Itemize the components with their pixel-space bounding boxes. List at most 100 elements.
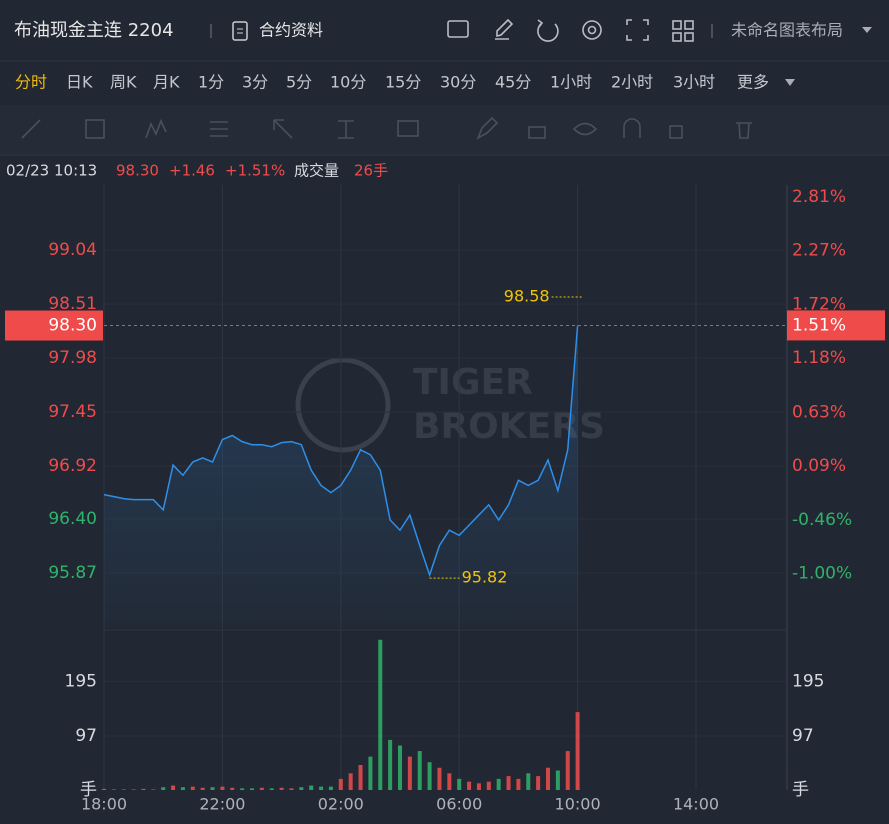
undo-icon[interactable] [537,19,559,42]
volume-bar [368,756,373,790]
volume-bar [526,773,531,790]
header-icons [447,18,694,42]
volume-bar [338,778,343,790]
volume-bar [131,789,136,790]
quote-change-pct: +1.51% [225,162,285,180]
timeframe-tab[interactable]: 10分 [330,73,366,92]
timeframe-tabs: 分时 日K 周K 月K 1分 3分 5分 10分 15分 30分 45分 1小时 2小时 3小时 更多 [15,73,769,92]
volume-bar [151,789,156,790]
tool-line[interactable] [21,119,41,139]
more-arrow[interactable] [785,79,795,86]
tool-arrow[interactable] [273,119,293,139]
tool-measure[interactable] [338,120,354,139]
x-tick-label: 18:00 [81,795,127,814]
tool-copy[interactable] [669,125,683,139]
y-tick-label: 96.92 [48,456,97,476]
volume-bar [102,788,106,790]
volume-bar [171,785,176,790]
contract-info[interactable]: 合约资料 [259,21,323,40]
quote-change: +1.46 [169,162,215,180]
y2-tick-label: 0.63% [792,402,846,422]
tool-rect[interactable] [85,119,105,139]
volume-tick-label: 195 [792,672,824,692]
volume-bar [200,787,205,790]
layout-icon [684,20,694,30]
timeframe-tab[interactable]: 2小时 [611,73,653,92]
timeframe-tab[interactable]: 45分 [495,73,531,92]
y2-tick-label: 2.81% [792,187,846,207]
volume-bar [279,787,284,790]
last-price-box [5,310,103,341]
volume-tick-label: 97 [792,726,814,746]
timeframe-tab[interactable]: 15分 [385,73,421,92]
layout-icon[interactable] [672,20,682,30]
y-tick-label: 97.45 [48,402,97,422]
volume-bar [250,788,254,790]
volume-bar [546,767,550,790]
timeframe-tab[interactable]: 1分 [198,73,224,92]
timeframe-tab[interactable]: 日K [66,73,93,92]
volume-bar [299,787,304,790]
volume-bar [467,781,472,790]
y2-tick-label: 1.72% [792,295,846,315]
timeframe-tab[interactable]: 分时 [15,73,47,92]
volume-unit: 手 [80,780,97,800]
x-tick-label: 22:00 [199,795,245,814]
volume-bar [506,776,511,790]
tool-fib[interactable] [210,121,228,137]
quote-volume: 26手 [354,162,388,180]
tool-delete[interactable] [736,122,752,139]
volume-bar [417,751,422,790]
volume-unit: 手 [792,780,809,800]
timeframe-tab[interactable]: 周K [110,73,137,92]
y2-tick-label: -1.00% [792,564,852,584]
settings-icon[interactable] [582,20,602,40]
y2-tick-label: 1.18% [792,348,846,368]
volume-bar [259,787,264,790]
timeframe-tab[interactable]: 3小时 [673,73,715,92]
timeframe-tab[interactable]: 更多 [737,73,769,92]
volume-bar [496,778,501,790]
x-tick-label: 06:00 [436,795,482,814]
volume-bar [516,778,521,790]
volume-bar [141,788,146,790]
y2-tick-label: 2.27% [792,240,846,260]
contract-info-button[interactable]: 合约资料 [232,21,323,41]
tool-eye[interactable] [572,122,598,136]
tool-lock[interactable] [528,126,546,139]
settings-icon-core [587,25,597,35]
volume-bar [309,785,314,790]
high-label: 98.58 [504,287,550,306]
volume-bar [358,764,363,790]
last-pct-label: 1.51% [792,315,846,335]
timeframe-tab[interactable]: 5分 [286,73,312,92]
timeframe-tab[interactable]: 3分 [242,73,268,92]
tool-brush[interactable] [476,116,499,140]
instrument-title[interactable]: 布油现金主连 2204 [14,20,174,41]
quote-line: 02/23 10:13 98.30 +1.46 +1.51% 成交量 26手 [6,162,388,180]
chart-icon[interactable] [447,20,469,38]
price-area [104,325,578,628]
volume-bar [121,789,126,790]
volume-bar [476,783,481,790]
volume-bar [407,756,412,790]
layout-name[interactable]: 未命名图表布局 [731,21,843,40]
volume-bar [240,788,245,790]
edit-icon[interactable] [495,18,514,40]
fullscreen-icon[interactable] [626,19,649,41]
tool-pattern[interactable] [145,118,167,139]
volume-bar [427,762,432,790]
tool-magnet[interactable] [623,118,641,138]
dropdown-arrow[interactable] [862,27,872,33]
tool-text[interactable] [397,120,419,137]
timeframe-tab[interactable]: 30分 [440,73,476,92]
quote-time: 02/23 10:13 [6,162,97,180]
volume-bar [190,786,195,790]
timeframe-tab[interactable]: 1小时 [550,73,592,92]
volume-bar [328,786,333,790]
y-tick-label: 98.51 [48,294,97,314]
y-tick-label: 97.98 [48,348,97,368]
timeframe-tab[interactable]: 月K [153,73,180,92]
